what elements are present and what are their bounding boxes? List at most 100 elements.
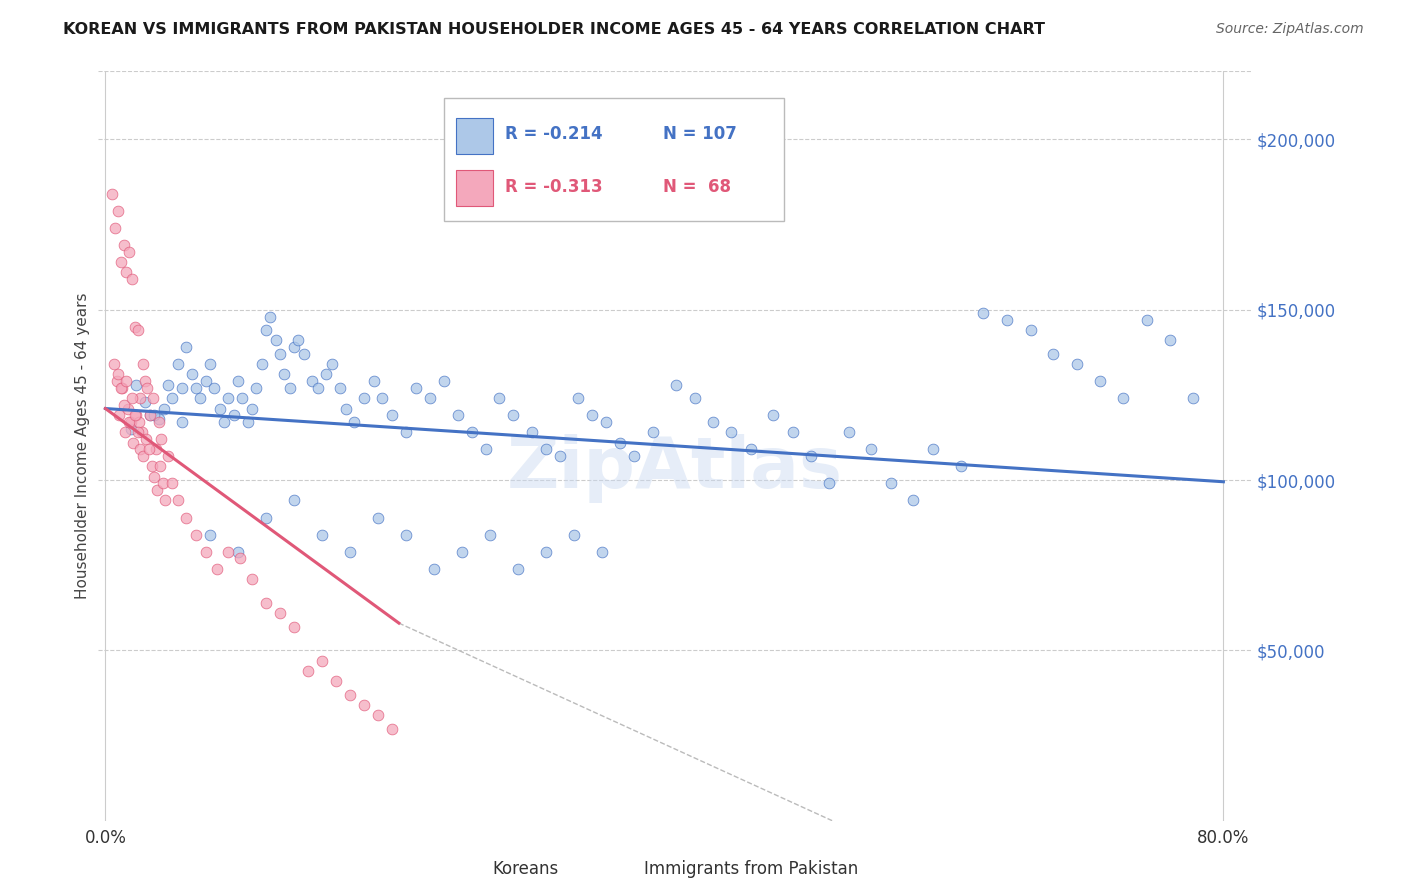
Point xyxy=(325,673,347,688)
Point xyxy=(112,398,135,412)
Point xyxy=(117,401,139,416)
Point xyxy=(101,186,124,201)
Point xyxy=(129,392,152,406)
Point xyxy=(423,561,446,575)
Point xyxy=(446,409,468,423)
Point xyxy=(167,493,190,508)
Point xyxy=(683,392,706,406)
Point xyxy=(1181,392,1204,406)
Point xyxy=(139,409,162,423)
Point xyxy=(195,374,218,388)
Point xyxy=(208,401,231,416)
Text: ZipAtlas: ZipAtlas xyxy=(508,434,842,503)
Point xyxy=(367,510,389,524)
Point xyxy=(307,381,329,395)
Point xyxy=(226,544,249,558)
Point xyxy=(134,374,156,388)
Text: N = 107: N = 107 xyxy=(664,125,737,143)
Point xyxy=(880,476,903,491)
Point xyxy=(567,392,589,406)
Point xyxy=(395,527,418,541)
Point xyxy=(297,664,319,678)
Point xyxy=(371,392,394,406)
Point xyxy=(136,381,159,395)
Point xyxy=(311,527,333,541)
Point xyxy=(720,425,742,440)
Point xyxy=(921,442,943,457)
Point xyxy=(381,722,404,736)
Point xyxy=(581,409,603,423)
Text: Source: ZipAtlas.com: Source: ZipAtlas.com xyxy=(1216,22,1364,37)
Point xyxy=(562,527,585,541)
Point xyxy=(176,510,198,524)
Point xyxy=(217,392,239,406)
Point xyxy=(108,409,131,423)
Point xyxy=(150,432,173,446)
Point xyxy=(595,415,617,429)
Point xyxy=(818,476,841,491)
Point xyxy=(124,319,146,334)
Point xyxy=(228,551,250,566)
Point xyxy=(254,596,277,610)
Y-axis label: Householder Income Ages 45 - 64 years: Householder Income Ages 45 - 64 years xyxy=(75,293,90,599)
Point xyxy=(1135,313,1157,327)
Point xyxy=(132,449,155,463)
Point xyxy=(167,357,190,371)
Point xyxy=(488,392,510,406)
Point xyxy=(329,381,352,395)
Point xyxy=(139,409,162,423)
Point xyxy=(1159,334,1181,348)
Point xyxy=(245,381,267,395)
Point xyxy=(901,493,924,508)
Point xyxy=(176,340,198,354)
Point xyxy=(195,544,218,558)
Point xyxy=(226,374,249,388)
Point xyxy=(127,323,149,337)
FancyBboxPatch shape xyxy=(444,97,785,221)
Text: R = -0.313: R = -0.313 xyxy=(505,178,603,196)
Point xyxy=(269,347,291,361)
Point xyxy=(110,381,132,395)
Point xyxy=(105,374,128,388)
Point xyxy=(112,238,135,252)
Point xyxy=(107,204,129,219)
Point xyxy=(254,323,277,337)
Point xyxy=(1090,374,1112,388)
Point xyxy=(292,347,315,361)
Text: KOREAN VS IMMIGRANTS FROM PAKISTAN HOUSEHOLDER INCOME AGES 45 - 64 YEARS CORRELA: KOREAN VS IMMIGRANTS FROM PAKISTAN HOUSE… xyxy=(63,22,1045,37)
Point xyxy=(1042,347,1064,361)
Point xyxy=(283,619,305,633)
Text: Immigrants from Pakistan: Immigrants from Pakistan xyxy=(644,861,858,879)
Point xyxy=(152,476,174,491)
Point xyxy=(153,401,176,416)
FancyBboxPatch shape xyxy=(456,118,492,153)
Point xyxy=(278,381,301,395)
Point xyxy=(107,368,129,382)
Point xyxy=(534,442,557,457)
Point xyxy=(740,442,762,457)
Point xyxy=(121,272,143,286)
Point xyxy=(110,255,132,269)
Point xyxy=(132,357,155,371)
Point xyxy=(335,401,357,416)
Point xyxy=(995,313,1018,327)
Point xyxy=(200,357,222,371)
Point xyxy=(339,688,361,702)
Point xyxy=(149,459,172,474)
Point xyxy=(1019,323,1042,337)
Point xyxy=(115,265,138,279)
Point xyxy=(591,544,613,558)
Point xyxy=(363,374,385,388)
Point xyxy=(450,544,472,558)
Point xyxy=(129,442,152,457)
Point xyxy=(157,377,180,392)
Point xyxy=(367,708,389,723)
Point xyxy=(782,425,804,440)
Point xyxy=(339,544,361,558)
Point xyxy=(315,368,337,382)
Point xyxy=(190,392,212,406)
Point xyxy=(104,221,127,235)
Point xyxy=(127,425,149,440)
Point xyxy=(155,493,177,508)
Point xyxy=(609,435,631,450)
